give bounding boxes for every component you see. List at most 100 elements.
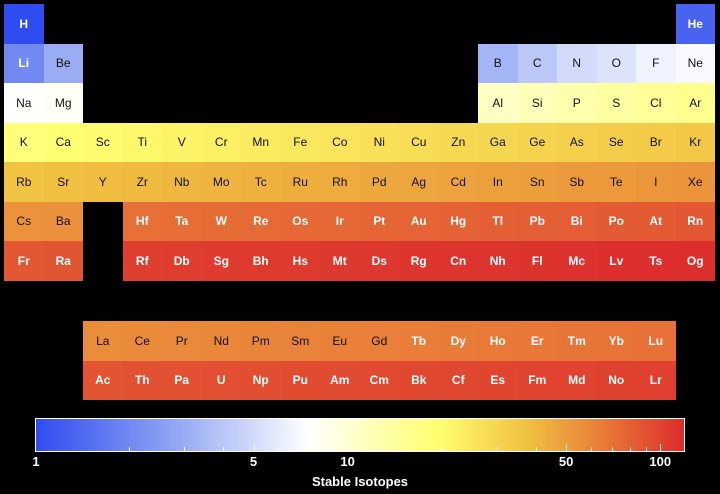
element-cell-fe: Fe <box>280 122 320 162</box>
element-cell-cm: Cm <box>359 360 399 400</box>
element-cell-no: No <box>596 360 636 400</box>
element-cell-rb: Rb <box>4 162 44 202</box>
element-cell-se: Se <box>596 122 636 162</box>
colorbar-minor-tick <box>535 447 537 451</box>
element-cell-au: Au <box>399 201 439 241</box>
element-cell-al: Al <box>478 83 518 123</box>
element-cell-si: Si <box>517 83 557 123</box>
element-cell-tl: Tl <box>478 201 518 241</box>
element-cell-yb: Yb <box>596 321 636 361</box>
element-cell-ac: Ac <box>83 360 123 400</box>
element-cell-cs: Cs <box>4 201 44 241</box>
element-cell-mo: Mo <box>201 162 241 202</box>
element-cell-hs: Hs <box>280 241 320 281</box>
colorbar-minor-tick <box>184 447 186 451</box>
colorbar-major-tick <box>660 444 662 451</box>
element-cell-ta: Ta <box>162 201 202 241</box>
colorbar-tick-label: 1 <box>32 454 40 469</box>
element-cell-og: Og <box>675 241 715 281</box>
element-cell-tb: Tb <box>399 321 439 361</box>
colorbar-minor-tick <box>645 447 647 451</box>
element-cell-pb: Pb <box>517 201 557 241</box>
element-cell-rg: Rg <box>399 241 439 281</box>
element-cell-bh: Bh <box>241 241 281 281</box>
element-cell-na: Na <box>4 83 44 123</box>
element-cell-tm: Tm <box>557 321 597 361</box>
colorbar-minor-tick <box>317 447 319 451</box>
element-cell-fl: Fl <box>517 241 557 281</box>
element-cell-er: Er <box>517 321 557 361</box>
element-cell-pm: Pm <box>241 321 281 361</box>
element-cell-gd: Gd <box>359 321 399 361</box>
colorbar-minor-tick <box>299 447 301 451</box>
element-cell-ne: Ne <box>675 43 715 83</box>
element-cell-ra: Ra <box>43 241 83 281</box>
element-cell-pa: Pa <box>162 360 202 400</box>
element-cell-sm: Sm <box>280 321 320 361</box>
colorbar-minor-tick <box>496 447 498 451</box>
colorbar-tick-label: 100 <box>649 454 672 469</box>
element-cell-pr: Pr <box>162 321 202 361</box>
element-cell-li: Li <box>4 43 44 83</box>
colorbar-minor-tick <box>590 447 592 451</box>
element-cell-f: F <box>636 43 676 83</box>
element-cell-cr: Cr <box>201 122 241 162</box>
element-cell-k: K <box>4 122 44 162</box>
element-cell-as: As <box>557 122 597 162</box>
element-cell-sb: Sb <box>557 162 597 202</box>
element-cell-th: Th <box>122 360 162 400</box>
element-cell-ca: Ca <box>43 122 83 162</box>
colorbar <box>35 418 685 452</box>
element-cell-he: He <box>675 4 715 44</box>
element-cell-rf: Rf <box>122 241 162 281</box>
colorbar-tick-label: 50 <box>558 454 574 469</box>
element-cell-ni: Ni <box>359 122 399 162</box>
colorbar-major-tick <box>347 444 349 451</box>
element-cell-ar: Ar <box>675 83 715 123</box>
element-cell-nb: Nb <box>162 162 202 202</box>
element-cell-y: Y <box>83 162 123 202</box>
element-cell-rh: Rh <box>320 162 360 202</box>
element-cell-es: Es <box>478 360 518 400</box>
element-cell-rn: Rn <box>675 201 715 241</box>
element-cell-eu: Eu <box>320 321 360 361</box>
element-cell-sr: Sr <box>43 162 83 202</box>
element-cell-bi: Bi <box>557 201 597 241</box>
element-cell-zr: Zr <box>122 162 162 202</box>
colorbar-minor-tick <box>629 447 631 451</box>
element-cell-cl: Cl <box>636 83 676 123</box>
element-cell-pd: Pd <box>359 162 399 202</box>
element-cell-lr: Lr <box>636 360 676 400</box>
element-cell-pu: Pu <box>280 360 320 400</box>
element-cell-fm: Fm <box>517 360 557 400</box>
element-cell-db: Db <box>162 241 202 281</box>
element-cell-sn: Sn <box>517 162 557 202</box>
element-cell-ho: Ho <box>478 321 518 361</box>
colorbar-minor-tick <box>223 447 225 451</box>
element-cell-cn: Cn <box>438 241 478 281</box>
element-cell-sc: Sc <box>83 122 123 162</box>
colorbar-minor-tick <box>441 447 443 451</box>
element-cell-zn: Zn <box>438 122 478 162</box>
colorbar-minor-tick <box>129 447 131 451</box>
element-cell-hg: Hg <box>438 201 478 241</box>
element-cell-mt: Mt <box>320 241 360 281</box>
element-cell-n: N <box>557 43 597 83</box>
element-cell-be: Be <box>43 43 83 83</box>
element-cell-at: At <box>636 201 676 241</box>
element-cell-fr: Fr <box>4 241 44 281</box>
element-cell-hf: Hf <box>122 201 162 241</box>
element-cell-bk: Bk <box>399 360 439 400</box>
element-cell-i: I <box>636 162 676 202</box>
element-cell-ru: Ru <box>280 162 320 202</box>
element-cell-la: La <box>83 321 123 361</box>
element-cell-am: Am <box>320 360 360 400</box>
element-cell-ba: Ba <box>43 201 83 241</box>
element-cell-cu: Cu <box>399 122 439 162</box>
element-cell-ge: Ge <box>517 122 557 162</box>
element-cell-te: Te <box>596 162 636 202</box>
element-cell-cd: Cd <box>438 162 478 202</box>
element-cell-br: Br <box>636 122 676 162</box>
element-cell-kr: Kr <box>675 122 715 162</box>
